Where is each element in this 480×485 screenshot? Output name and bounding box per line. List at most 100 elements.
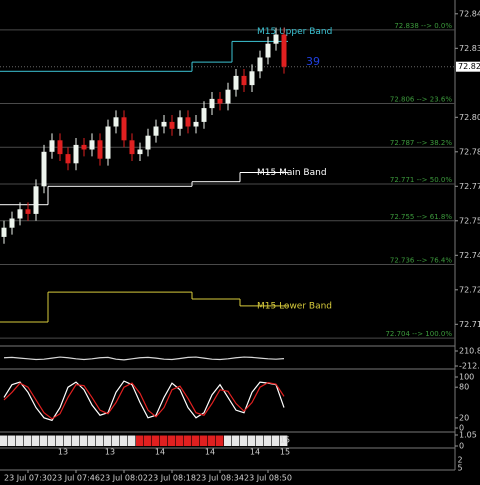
candle-body <box>17 209 23 219</box>
state-bar <box>256 435 264 446</box>
candle-body <box>25 209 31 214</box>
candle-body <box>265 43 271 58</box>
candle-body <box>281 34 287 67</box>
candle-body <box>137 149 143 155</box>
state-bar <box>208 435 216 446</box>
state-bar <box>96 435 104 446</box>
state-bar <box>64 435 72 446</box>
bar-annotation: 15 <box>280 436 290 445</box>
state-bar <box>248 435 256 446</box>
x-tick-label: 23 Jul 08:02 <box>100 474 148 483</box>
state-bar <box>240 435 248 446</box>
state-bar <box>56 435 64 446</box>
bar-annotation: 15 <box>280 448 290 457</box>
state-bar <box>40 435 48 446</box>
state-bar <box>48 435 56 446</box>
y-tick-label: 80 <box>459 383 469 392</box>
state-bar <box>88 435 96 446</box>
state-bar <box>176 435 184 446</box>
candle-body <box>225 89 231 104</box>
state-bar <box>280 435 288 446</box>
candle-body <box>161 121 167 127</box>
x-tick-label: 23 Jul 07:46 <box>52 474 100 483</box>
last-price-label: 72.822 <box>458 62 480 71</box>
y-tick-label: 72.845 <box>459 9 480 18</box>
bar-annotation: 14 <box>250 448 260 457</box>
state-bar <box>72 435 80 446</box>
fib-label: 72.806 --> 23.6% <box>390 96 452 104</box>
bar-annotation: 5 <box>457 464 462 473</box>
y-tick-label: -212.67 <box>459 362 480 371</box>
y-tick-label: 20 <box>459 413 469 422</box>
candle-body <box>249 71 255 86</box>
candle-body <box>273 34 279 44</box>
candle-body <box>185 117 191 127</box>
fib-label: 72.736 --> 76.4% <box>390 257 452 265</box>
state-bar <box>264 435 272 446</box>
candle-body <box>201 108 207 122</box>
state-bar <box>128 435 136 446</box>
annotation: 39 <box>306 55 320 68</box>
candle-body <box>233 75 239 90</box>
candle-body <box>129 140 135 155</box>
state-bar <box>224 435 232 446</box>
candle-body <box>9 218 15 228</box>
y-tick-label: 72.770 <box>459 182 480 191</box>
candle-body <box>193 121 199 127</box>
state-bar <box>112 435 120 446</box>
state-bar <box>272 435 280 446</box>
candle-body <box>217 98 223 104</box>
candle-body <box>209 98 215 109</box>
band-label: M15 Main Band <box>257 168 327 178</box>
candle-body <box>49 140 55 152</box>
candle-body <box>81 144 87 150</box>
y-tick-label: 72.800 <box>459 113 480 122</box>
fib-label: 72.771 --> 50.0% <box>390 176 452 184</box>
candle-body <box>177 117 183 129</box>
state-bar <box>0 435 8 446</box>
candle-body <box>41 151 47 187</box>
state-bar <box>8 435 16 446</box>
band-label: M15 Upper Band <box>257 27 332 37</box>
indicator-line <box>3 380 285 422</box>
indicator-line <box>3 356 285 361</box>
y-tick-label: 72.710 <box>459 320 480 329</box>
bar-annotation: 13 <box>105 448 115 457</box>
candle-body <box>121 117 127 141</box>
candle-body <box>113 117 119 127</box>
y-tick-label: 0 <box>459 442 464 451</box>
y-tick-label: 72.740 <box>459 251 480 260</box>
y-tick-label: 72.755 <box>459 216 480 225</box>
y-tick-label: 0 <box>459 424 464 433</box>
state-bar <box>16 435 24 446</box>
y-tick-label: 72.830 <box>459 44 480 53</box>
candle-body <box>169 121 175 129</box>
state-bar <box>24 435 32 446</box>
candle-body <box>65 154 71 164</box>
candle-body <box>89 140 95 150</box>
bar-annotation: 13 <box>58 448 68 457</box>
state-bar <box>216 435 224 446</box>
state-bar <box>192 435 200 446</box>
x-tick-label: 23 Jul 08:18 <box>148 474 196 483</box>
candle-body <box>105 126 111 159</box>
state-bar <box>152 435 160 446</box>
bar-annotation: 14 <box>205 448 215 457</box>
bar-annotation: 2 <box>457 456 462 465</box>
y-tick-label: 72.725 <box>459 285 480 294</box>
state-bar <box>104 435 112 446</box>
state-bar <box>168 435 176 446</box>
state-bar <box>32 435 40 446</box>
fib-label: 72.787 --> 38.2% <box>390 139 452 147</box>
x-tick-label: 23 Jul 07:30 <box>4 474 52 483</box>
state-bar <box>144 435 152 446</box>
x-tick-label: 23 Jul 08:34 <box>196 474 244 483</box>
candle-body <box>57 140 63 155</box>
state-bar <box>120 435 128 446</box>
candle-body <box>153 126 159 136</box>
state-bar <box>184 435 192 446</box>
y-tick-label: 210.87 <box>459 347 480 356</box>
